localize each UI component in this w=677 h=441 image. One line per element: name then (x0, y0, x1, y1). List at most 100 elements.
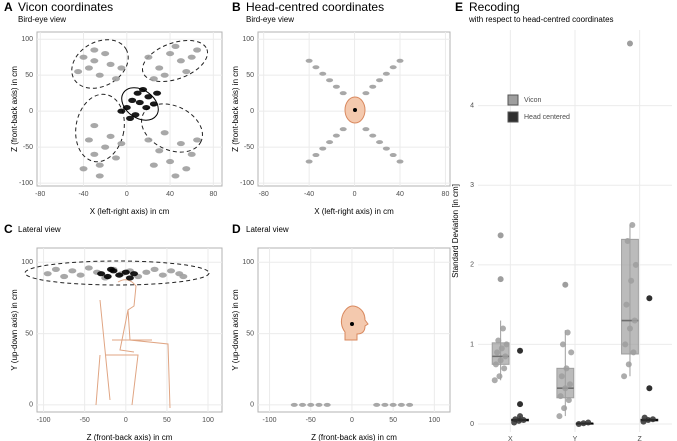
point (564, 329, 571, 336)
x-tick-label: 40 (166, 191, 174, 198)
outlier (517, 401, 524, 408)
point (117, 140, 126, 147)
y-tick-label: 0 (250, 108, 254, 115)
point (396, 159, 404, 164)
y-tick-label: -50 (244, 144, 254, 151)
point (499, 325, 506, 332)
point (323, 402, 331, 407)
ellipse (71, 39, 129, 89)
point (580, 420, 587, 427)
panel-subtitle: Lateral view (246, 225, 289, 234)
outlier (497, 276, 504, 283)
outlier (497, 232, 504, 239)
point (568, 349, 575, 356)
point (135, 99, 144, 106)
ellipse (141, 39, 209, 83)
point (362, 127, 370, 132)
point (332, 84, 340, 89)
x-tick-label: -80 (259, 191, 269, 198)
ellipse (141, 103, 203, 153)
x-tick-label: -50 (80, 417, 90, 424)
point (171, 43, 180, 49)
x-tick-label: -40 (304, 191, 314, 198)
point (622, 341, 629, 348)
point (517, 413, 524, 420)
point (95, 72, 104, 78)
point (332, 133, 340, 138)
point (149, 162, 158, 168)
x-tick-label: -100 (263, 417, 277, 424)
y-tick-label: 50 (246, 72, 254, 79)
y-tick-label: 50 (25, 330, 33, 337)
y-tick-label: 0 (470, 421, 474, 428)
point (107, 266, 115, 272)
x-tick-label: 0 (350, 417, 354, 424)
panel-title: Vicon coordinates (18, 0, 113, 14)
y-axis-label: Y (up-down axis) in cm (10, 289, 19, 371)
point (641, 414, 648, 421)
x-axis-label: X (left-right axis) in cm (314, 207, 394, 216)
x-tick-label: 50 (163, 417, 171, 424)
point (128, 97, 137, 103)
seated-person (95, 279, 171, 409)
point (512, 416, 519, 423)
point (182, 166, 191, 172)
point (495, 337, 502, 344)
point (125, 275, 134, 281)
point (630, 349, 637, 356)
y-axis-label: Z (front-back axis) in cm (10, 66, 19, 152)
y-tick-label: 4 (470, 102, 474, 109)
point (565, 397, 572, 404)
point (520, 417, 527, 424)
point (298, 402, 306, 407)
point (626, 325, 633, 332)
point (167, 268, 176, 274)
panel-label: B (232, 0, 241, 14)
point (79, 54, 88, 60)
point (90, 47, 99, 53)
point (79, 166, 88, 172)
point (382, 71, 390, 76)
point (494, 349, 501, 356)
point (624, 237, 631, 244)
point (130, 271, 139, 277)
point (397, 402, 405, 407)
point (558, 373, 565, 380)
point (43, 271, 52, 277)
point (90, 151, 99, 157)
point (95, 162, 104, 168)
point (389, 65, 397, 70)
y-tick-label: 50 (246, 330, 254, 337)
outlier (517, 347, 524, 354)
point (369, 84, 377, 89)
head-top (344, 96, 366, 124)
point (90, 58, 99, 64)
x-tick-label: -80 (35, 191, 45, 198)
point (153, 90, 162, 96)
point (503, 341, 510, 348)
point (557, 393, 564, 400)
x-tick-label: 50 (389, 417, 397, 424)
point (60, 273, 69, 280)
point (158, 272, 167, 278)
x-axis-label: Z (front-back axis) in cm (311, 433, 397, 441)
point (376, 140, 384, 145)
point (131, 112, 140, 118)
point (95, 173, 104, 179)
x-axis-label: Z (front-back axis) in cm (87, 433, 173, 441)
point (166, 50, 175, 57)
legend-label: Head centered (524, 114, 570, 121)
point (176, 58, 185, 64)
y-tick-label: -100 (19, 180, 33, 187)
point (187, 151, 196, 157)
y-tick-label: 0 (250, 402, 254, 409)
box (621, 238, 639, 355)
point (339, 127, 347, 132)
panel-label: A (4, 0, 13, 14)
point (559, 341, 566, 348)
point (84, 265, 93, 271)
x-tick-label: -100 (37, 417, 51, 424)
point (382, 146, 390, 151)
point (389, 153, 397, 158)
